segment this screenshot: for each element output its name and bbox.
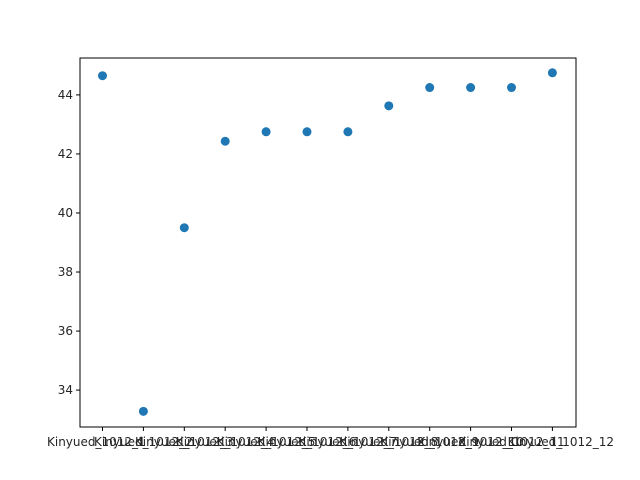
data-point [425, 83, 435, 93]
x-tick-label: Kinyued_1012_10 [417, 435, 523, 449]
y-tick-label: 38 [58, 265, 73, 279]
data-point [220, 136, 230, 146]
x-tick-label: Kinyued_1012_4 [176, 435, 275, 449]
x-tick-label: Kinyued_1012_6 [258, 435, 357, 449]
x-tick-label: Kinyued_1012_12 [508, 435, 614, 449]
plot-frame [79, 57, 577, 428]
x-tick-label: Kinyued_1012_1 [47, 435, 146, 449]
y-tick-label: 34 [58, 383, 73, 397]
data-point [507, 83, 516, 93]
data-point [261, 127, 271, 137]
data-points [98, 68, 557, 416]
x-tick-label: Kinyued_1012_7 [299, 435, 398, 449]
x-tick-label: Kinyued_1012_11 [458, 435, 564, 449]
x-tick-label: Kinyued_1012_8 [339, 435, 438, 449]
y-tick-label: 42 [58, 147, 73, 161]
x-tick-label: Kinyued_1012_3 [135, 435, 234, 449]
x-tick-label: Kinyued_1012_5 [217, 435, 316, 449]
data-point [179, 223, 189, 233]
x-tick-label: Kinyued_1012_9 [380, 435, 479, 449]
data-point [138, 406, 148, 416]
y-tick-label: 36 [58, 324, 73, 338]
x-tick-label: Kinyued_1012_2 [94, 435, 193, 449]
y-axis: 34 36 38 40 42 44 [58, 88, 80, 397]
data-point [98, 71, 107, 81]
data-point [384, 101, 394, 111]
data-point [302, 127, 312, 137]
y-tick-label: 40 [58, 206, 73, 220]
data-point [466, 83, 476, 93]
data-point [343, 127, 353, 137]
data-point [547, 68, 557, 78]
x-axis: Kinyued_1012_1Kinyued_1012_2Kinyued_1012… [47, 427, 614, 449]
y-tick-label: 44 [58, 88, 73, 102]
